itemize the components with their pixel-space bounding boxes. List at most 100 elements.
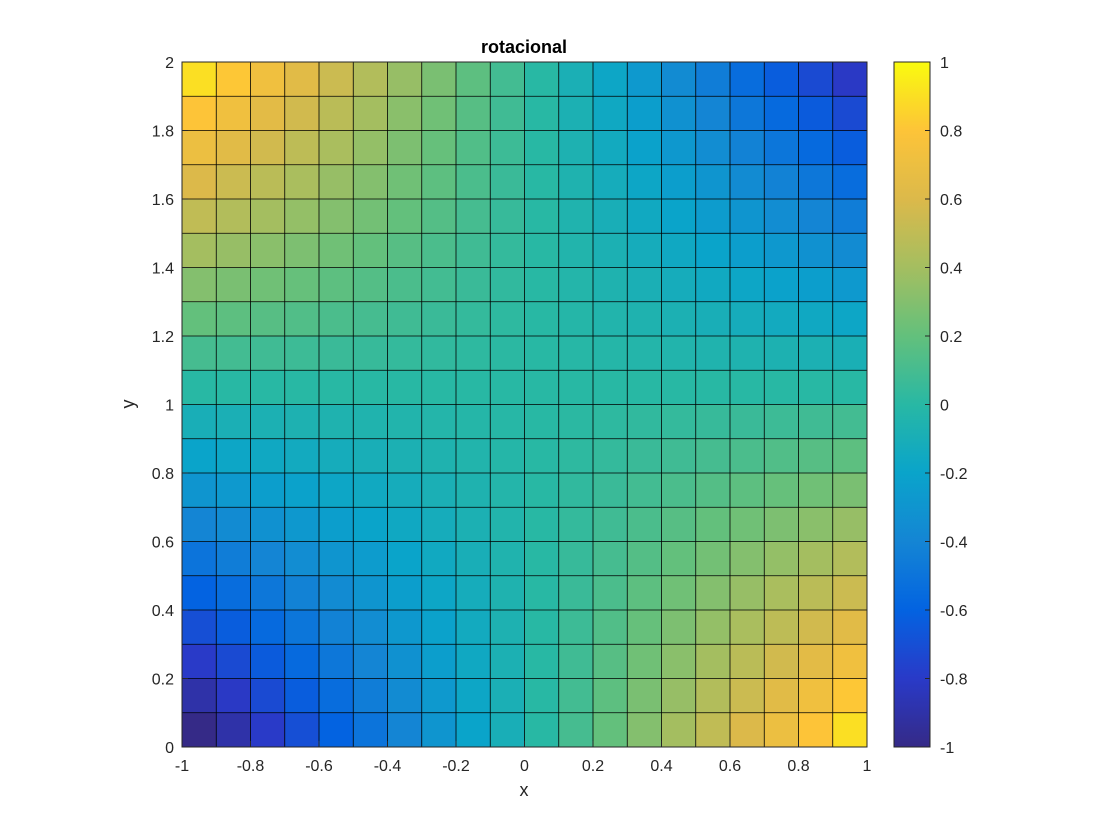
heatmap-cell bbox=[353, 370, 388, 405]
heatmap-cell bbox=[627, 267, 662, 303]
heatmap-cell bbox=[832, 438, 868, 474]
heatmap-cell bbox=[421, 610, 457, 645]
heatmap-cell bbox=[284, 233, 320, 268]
heatmap-cell bbox=[593, 199, 628, 234]
heatmap-cell bbox=[182, 473, 217, 508]
heatmap-cell bbox=[764, 541, 799, 577]
heatmap-cell bbox=[421, 507, 457, 542]
heatmap-cell bbox=[558, 62, 594, 97]
heatmap-cell bbox=[593, 96, 628, 131]
heatmap-cell bbox=[319, 438, 354, 474]
heatmap-cell bbox=[421, 541, 457, 577]
heatmap-cell bbox=[421, 678, 457, 714]
heatmap-cell bbox=[456, 233, 491, 268]
heatmap-cell bbox=[524, 541, 560, 577]
heatmap-cell bbox=[284, 644, 320, 679]
heatmap-cell bbox=[182, 644, 217, 679]
heatmap-cell bbox=[421, 164, 457, 200]
y-tick-label: 1 bbox=[165, 398, 174, 415]
heatmap-cell bbox=[832, 164, 868, 200]
heatmap-cell bbox=[319, 644, 354, 679]
heatmap-cell bbox=[524, 507, 560, 542]
heatmap-cell bbox=[387, 233, 423, 268]
heatmap-cell bbox=[353, 575, 388, 611]
heatmap-cell bbox=[216, 404, 251, 440]
heatmap-cell bbox=[695, 336, 731, 371]
heatmap-cell bbox=[421, 301, 457, 337]
heatmap-cell bbox=[182, 267, 217, 303]
heatmap-cell bbox=[319, 507, 354, 542]
heatmap-cell bbox=[319, 575, 354, 611]
heatmap-cell bbox=[319, 233, 354, 268]
heatmap-cell bbox=[695, 438, 731, 474]
heatmap-cell bbox=[456, 610, 491, 645]
heatmap-cell bbox=[182, 678, 217, 714]
heatmap-cell bbox=[284, 473, 320, 508]
heatmap-cell bbox=[387, 404, 423, 440]
heatmap-cell bbox=[284, 164, 320, 200]
heatmap-cell bbox=[764, 370, 799, 405]
heatmap-cell bbox=[216, 130, 251, 166]
heatmap-cell bbox=[319, 96, 354, 131]
heatmap-cell bbox=[490, 678, 525, 714]
heatmap-cell bbox=[182, 712, 217, 748]
heatmap-cell bbox=[490, 301, 525, 337]
heatmap-cell bbox=[216, 301, 251, 337]
heatmap-cell bbox=[832, 541, 868, 577]
heatmap-cell bbox=[524, 233, 560, 268]
heatmap-cell bbox=[353, 610, 388, 645]
heatmap-cell bbox=[661, 541, 697, 577]
heatmap-cell bbox=[627, 96, 662, 131]
heatmap-cell bbox=[421, 62, 457, 97]
heatmap-cell bbox=[216, 336, 251, 371]
heatmap-cell bbox=[661, 370, 697, 405]
heatmap-cell bbox=[387, 130, 423, 166]
y-tick-label: 0.4 bbox=[152, 603, 174, 620]
heatmap-cell bbox=[182, 301, 217, 337]
heatmap-cell bbox=[456, 712, 491, 748]
heatmap-cell bbox=[284, 678, 320, 714]
heatmap-cell bbox=[284, 438, 320, 474]
heatmap-cell bbox=[764, 130, 799, 166]
heatmap-cell bbox=[456, 96, 491, 131]
heatmap-cell bbox=[387, 644, 423, 679]
heatmap-cell bbox=[832, 610, 868, 645]
x-tick-label: -1 bbox=[175, 758, 189, 775]
heatmap-cell bbox=[798, 610, 834, 645]
chart-title: rotacional bbox=[481, 37, 567, 57]
heatmap-cell bbox=[490, 370, 525, 405]
heatmap-cell bbox=[524, 473, 560, 508]
heatmap-cell bbox=[182, 199, 217, 234]
heatmap-cell bbox=[421, 233, 457, 268]
heatmap-cell bbox=[284, 130, 320, 166]
colorbar-tick-label: 1 bbox=[940, 55, 949, 72]
heatmap-cell bbox=[524, 199, 560, 234]
heatmap-cell bbox=[558, 507, 594, 542]
heatmap-cell bbox=[695, 130, 731, 166]
heatmap-cell bbox=[319, 62, 354, 97]
heatmap-cell bbox=[353, 507, 388, 542]
heatmap-cell bbox=[695, 473, 731, 508]
heatmap-cell bbox=[558, 473, 594, 508]
heatmap-cell bbox=[695, 644, 731, 679]
heatmap-cell bbox=[182, 404, 217, 440]
heatmap-cell bbox=[319, 336, 354, 371]
heatmap-cell bbox=[798, 130, 834, 166]
heatmap-cell bbox=[798, 678, 834, 714]
heatmap-cell bbox=[832, 336, 868, 371]
y-tick-label: 1.4 bbox=[152, 261, 174, 278]
heatmap-cell bbox=[490, 473, 525, 508]
heatmap-cell bbox=[764, 712, 799, 748]
heatmap-cell bbox=[730, 507, 765, 542]
heatmap-cell bbox=[524, 678, 560, 714]
heatmap-cell bbox=[353, 199, 388, 234]
heatmap-cell bbox=[456, 164, 491, 200]
heatmap-cell bbox=[627, 575, 662, 611]
heatmap-cell bbox=[593, 336, 628, 371]
heatmap-cell bbox=[319, 712, 354, 748]
heatmap-cell bbox=[216, 267, 251, 303]
heatmap-cell bbox=[593, 438, 628, 474]
y-tick-label: 1.2 bbox=[152, 329, 174, 346]
heatmap-cell bbox=[456, 575, 491, 611]
